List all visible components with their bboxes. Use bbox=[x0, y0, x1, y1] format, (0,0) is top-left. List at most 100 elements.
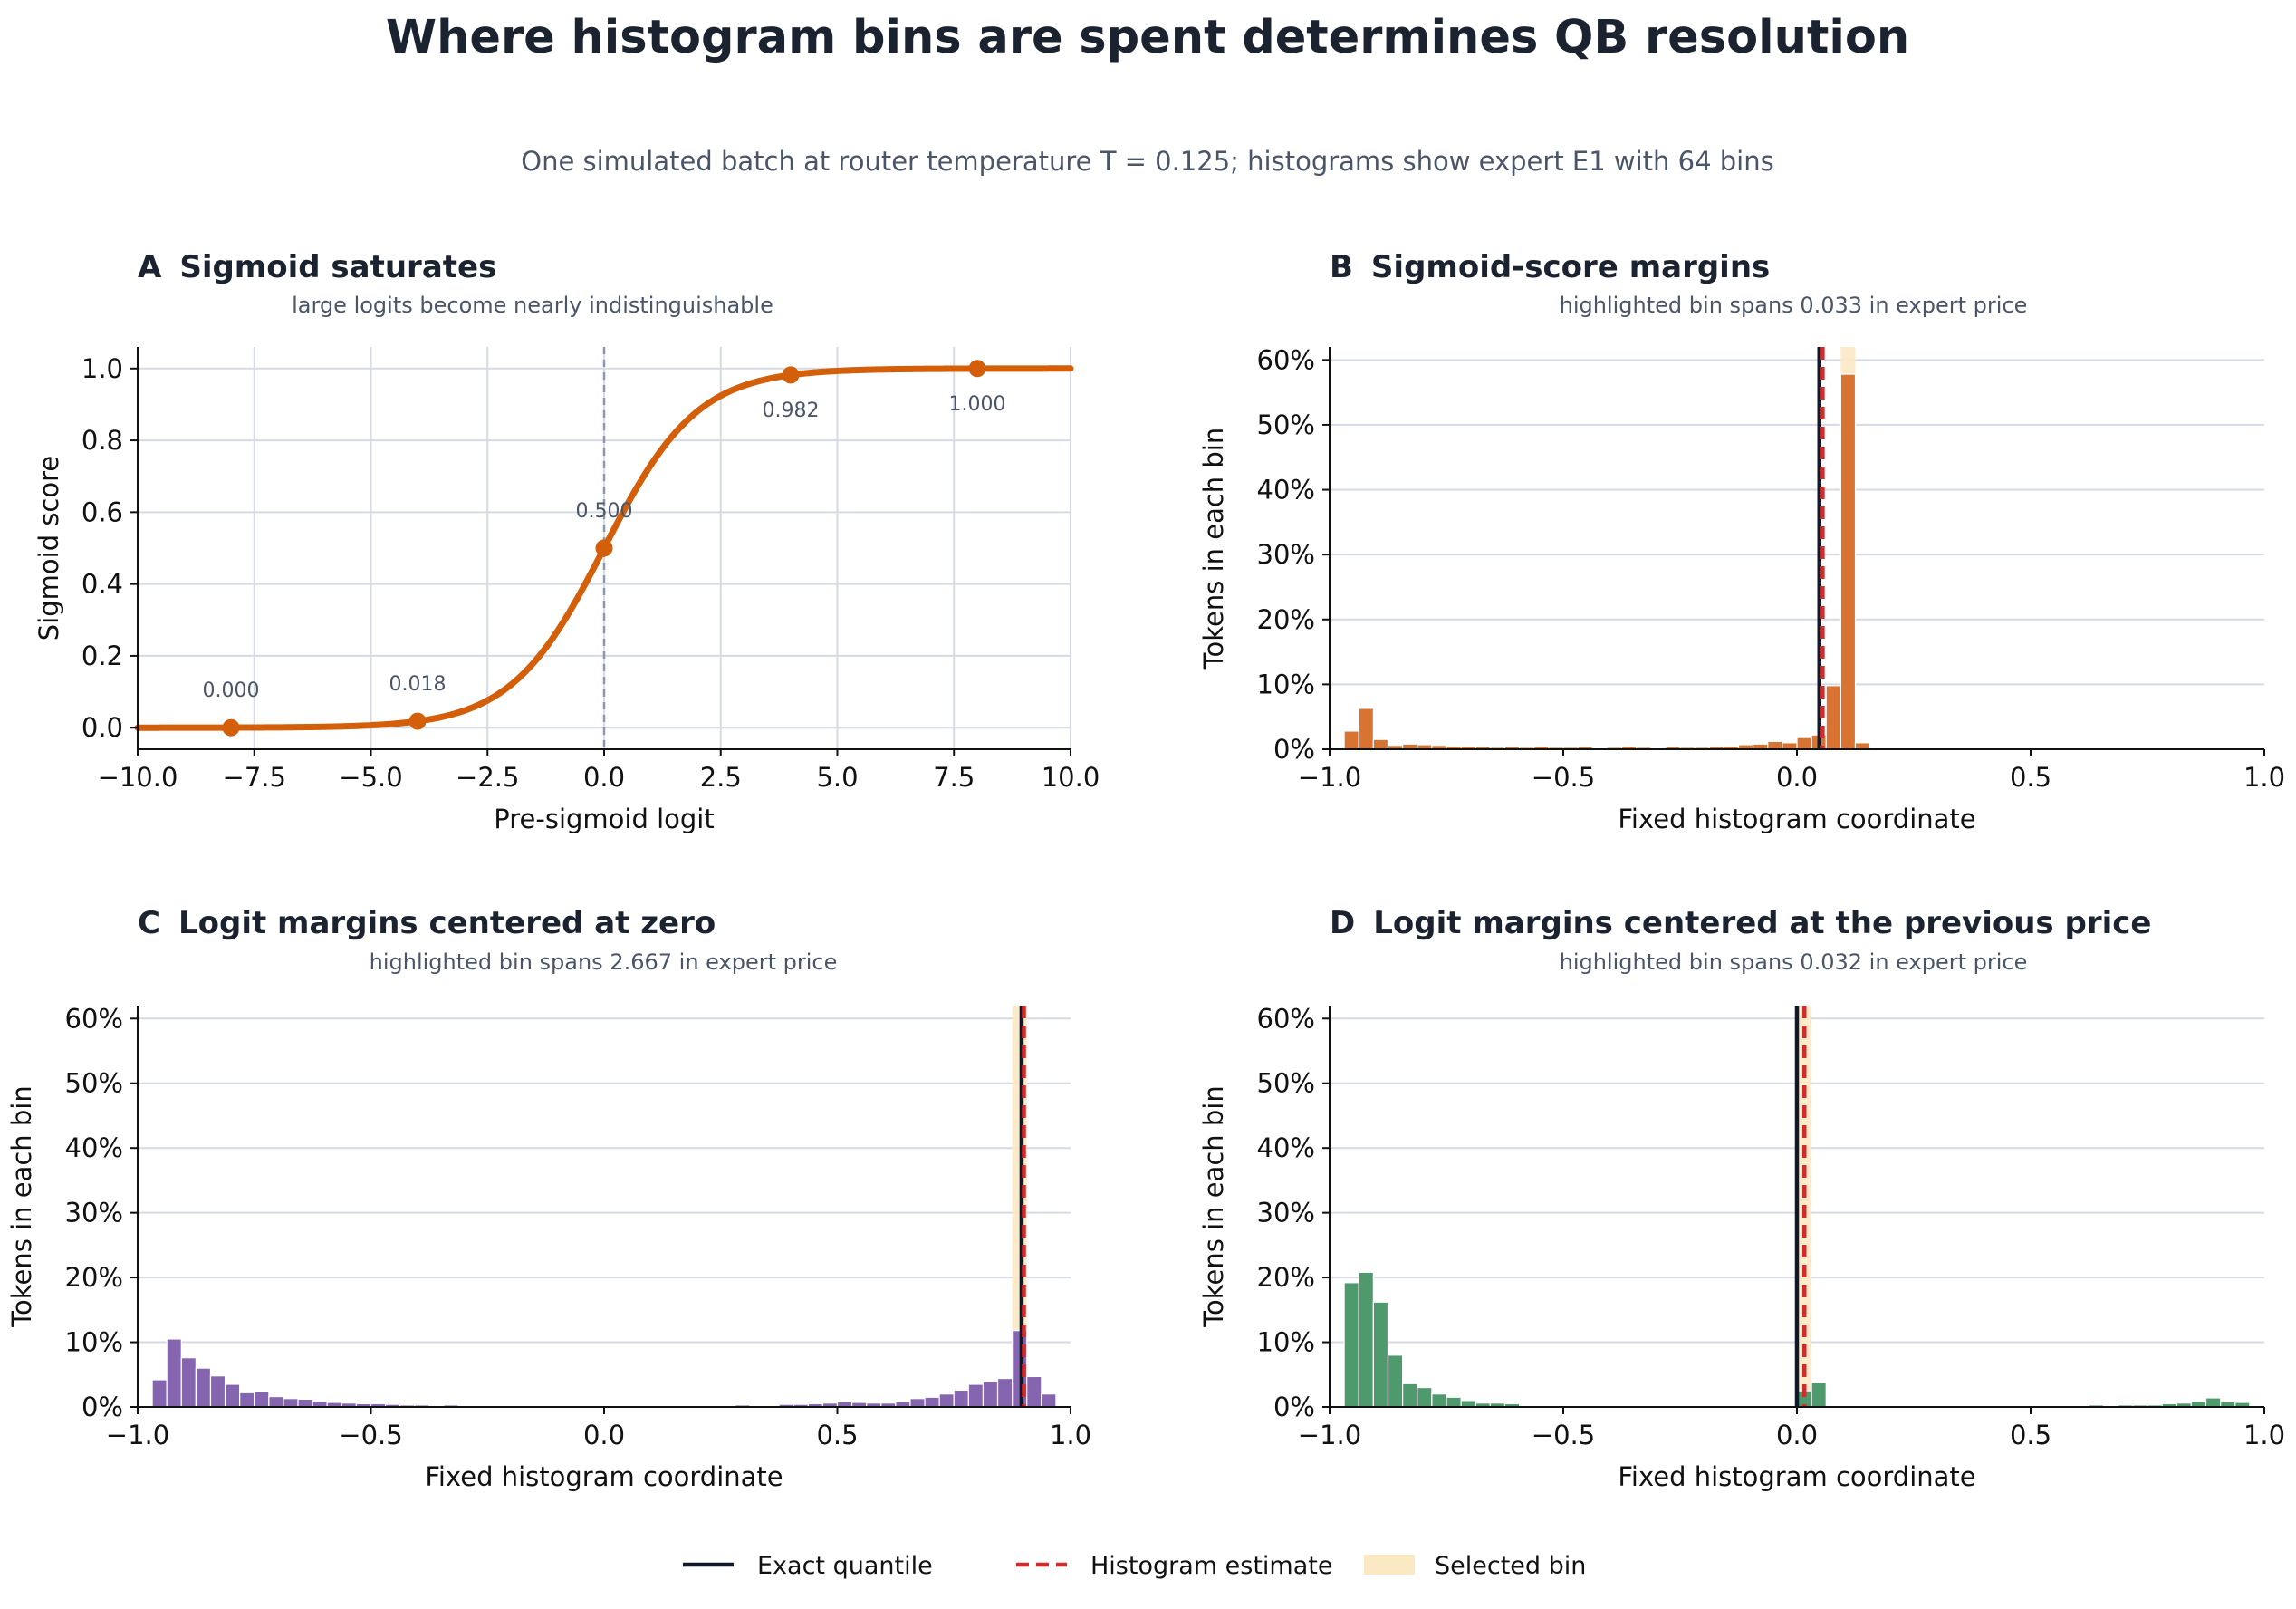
x-tick-label: 1.0 bbox=[2243, 1420, 2285, 1450]
x-axis-label: Fixed histogram coordinate bbox=[425, 1461, 783, 1492]
x-tick-label: −5.0 bbox=[339, 762, 402, 793]
x-tick-label: −2.5 bbox=[456, 762, 519, 793]
panel-c-subtitle: highlighted bin spans 2.667 in expert pr… bbox=[370, 949, 838, 975]
y-tick-label: 50% bbox=[65, 1068, 123, 1099]
panel-c-title-text: Logit margins centered at zero bbox=[178, 905, 716, 941]
x-tick-label: −0.5 bbox=[339, 1420, 402, 1450]
x-tick-label: 0.0 bbox=[583, 1420, 625, 1450]
histogram-bar bbox=[1343, 730, 1359, 750]
x-tick-label: 0.0 bbox=[1776, 762, 1818, 793]
histogram-bar bbox=[1431, 1393, 1447, 1408]
histogram-bar bbox=[1840, 373, 1857, 750]
point-value-label: 0.018 bbox=[389, 673, 447, 696]
sigmoid-point bbox=[222, 718, 240, 737]
y-tick-label: 60% bbox=[1257, 344, 1315, 375]
x-tick-label: 7.5 bbox=[933, 762, 975, 793]
y-tick-label: 10% bbox=[65, 1327, 123, 1358]
y-axis-label: Tokens in each bin bbox=[1198, 1085, 1229, 1328]
histogram-bar bbox=[1026, 1375, 1042, 1408]
legend-selected-swatch bbox=[1364, 1555, 1415, 1575]
x-tick-label: 10.0 bbox=[1042, 762, 1100, 793]
panel-c-letter: C bbox=[138, 905, 160, 941]
y-tick-label: 20% bbox=[1257, 1262, 1315, 1293]
sigmoid-point bbox=[595, 539, 613, 557]
histogram-bar bbox=[297, 1398, 313, 1408]
x-tick-label: −1.0 bbox=[1298, 1420, 1361, 1450]
histogram-bar bbox=[254, 1391, 270, 1408]
histogram-bar bbox=[1825, 685, 1841, 750]
x-tick-label: 0.5 bbox=[2010, 762, 2051, 793]
legend-selected-label: Selected bin bbox=[1435, 1552, 1586, 1580]
y-tick-label: 0% bbox=[1273, 1392, 1315, 1422]
panel-b-letter: B bbox=[1330, 249, 1353, 285]
y-tick-label: 10% bbox=[1257, 1327, 1315, 1358]
x-tick-label: −0.5 bbox=[1532, 1420, 1595, 1450]
histogram-bar bbox=[1460, 1400, 1476, 1408]
panel-b-title-text: Sigmoid-score margins bbox=[1371, 249, 1770, 285]
x-tick-label: −1.0 bbox=[1298, 762, 1361, 793]
histogram-bar bbox=[1402, 1383, 1418, 1408]
histogram-bar bbox=[1387, 1354, 1404, 1408]
panel-d-title-text: Logit margins centered at the previous p… bbox=[1373, 905, 2151, 941]
histogram-bar bbox=[209, 1375, 226, 1408]
y-tick-label: 0.8 bbox=[82, 425, 123, 456]
y-tick-label: 30% bbox=[1257, 1198, 1315, 1228]
y-tick-label: 20% bbox=[65, 1262, 123, 1293]
y-tick-label: 40% bbox=[65, 1132, 123, 1163]
legend-exact-label: Exact quantile bbox=[757, 1552, 933, 1580]
histogram-bar bbox=[195, 1367, 212, 1408]
panel-d-letter: D bbox=[1330, 905, 1355, 941]
panel-d-subtitle: highlighted bin spans 0.032 in expert pr… bbox=[1560, 949, 2028, 975]
panel-d-title: D Logit margins centered at the previous … bbox=[1330, 905, 2151, 941]
x-tick-label: 0.0 bbox=[1776, 1420, 1818, 1450]
y-tick-label: 60% bbox=[1257, 1003, 1315, 1034]
histogram-bar bbox=[1796, 737, 1812, 750]
panel-a: A Sigmoid saturates large logits become n… bbox=[34, 249, 1100, 834]
y-tick-label: 30% bbox=[1257, 539, 1315, 570]
histogram-bar bbox=[1417, 1386, 1433, 1408]
y-tick-label: 40% bbox=[1257, 1132, 1315, 1163]
histogram-bar bbox=[224, 1383, 241, 1408]
histogram-bar bbox=[924, 1396, 940, 1408]
histogram-bar bbox=[1372, 738, 1389, 750]
x-tick-label: 0.5 bbox=[816, 1420, 858, 1450]
panel-d: D Logit margins centered at the previous … bbox=[1198, 905, 2285, 1492]
histogram-bar bbox=[1767, 740, 1783, 750]
sigmoid-point bbox=[408, 712, 427, 730]
y-axis-label: Tokens in each bin bbox=[1198, 428, 1229, 670]
histogram-bar bbox=[1041, 1393, 1057, 1408]
x-axis-label: Fixed histogram coordinate bbox=[1618, 1461, 1975, 1492]
y-tick-label: 10% bbox=[1257, 669, 1315, 699]
histogram-bar bbox=[1372, 1301, 1389, 1408]
histogram-bar bbox=[1811, 1382, 1827, 1408]
histogram-bar bbox=[909, 1398, 926, 1408]
panel-b: B Sigmoid-score margins highlighted bin s… bbox=[1198, 249, 2285, 834]
histogram-bar bbox=[1782, 742, 1798, 750]
y-tick-label: 30% bbox=[65, 1198, 123, 1228]
histogram-bar bbox=[1446, 1396, 1462, 1408]
histogram-bar bbox=[1358, 1271, 1374, 1408]
legend: Exact quantile Histogram estimate Select… bbox=[683, 1552, 1586, 1580]
panel-d-plot: −1.0 −0.5 0.0 0.5 1.0 0% 10% 20% 30% 40% 50% 60% Fix… bbox=[1198, 1003, 2285, 1492]
histogram-bar bbox=[996, 1377, 1014, 1408]
histogram-bar bbox=[953, 1389, 969, 1408]
point-value-label: 0.500 bbox=[576, 500, 633, 523]
x-tick-label: 1.0 bbox=[1050, 1420, 1091, 1450]
histogram-bar bbox=[982, 1380, 999, 1408]
panel-c-plot: −1.0 −0.5 0.0 0.5 1.0 0% 10% 20% 30% 40% 50% 60% Fix… bbox=[6, 1003, 1091, 1492]
y-tick-label: 40% bbox=[1257, 475, 1315, 506]
histogram-bar bbox=[283, 1398, 299, 1408]
x-tick-label: −10.0 bbox=[98, 762, 178, 793]
panel-a-subtitle: large logits become nearly indistinguish… bbox=[292, 293, 773, 318]
x-tick-label: 0.5 bbox=[2010, 1420, 2051, 1450]
figure-title: Where histogram bins are spent determine… bbox=[386, 11, 1909, 64]
histogram-bar bbox=[2205, 1397, 2222, 1408]
histogram-bar bbox=[268, 1395, 284, 1408]
point-value-label: 0.000 bbox=[203, 679, 260, 702]
y-tick-label: 0.4 bbox=[82, 569, 123, 600]
x-tick-label: −7.5 bbox=[223, 762, 286, 793]
histogram-bar bbox=[1358, 708, 1374, 750]
y-tick-label: 1.0 bbox=[82, 353, 123, 384]
y-tick-label: 60% bbox=[65, 1003, 123, 1034]
